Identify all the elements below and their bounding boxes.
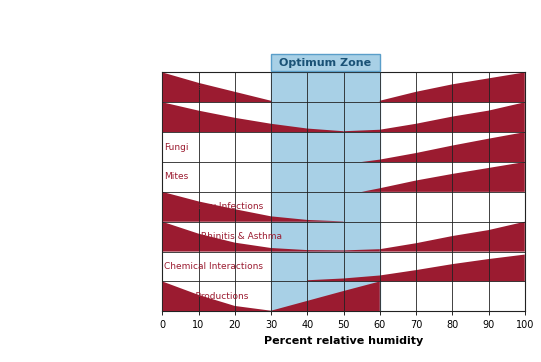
Polygon shape	[162, 102, 344, 132]
Polygon shape	[162, 192, 344, 222]
Polygon shape	[162, 282, 271, 311]
Text: Viruses: Viruses	[164, 113, 197, 122]
Text: Respiratory Infections: Respiratory Infections	[164, 202, 263, 211]
Polygon shape	[344, 102, 525, 132]
Text: Chemical Interactions: Chemical Interactions	[164, 262, 263, 271]
Text: Fungi: Fungi	[164, 143, 189, 152]
Text: Optimum Zone: Optimum Zone	[279, 58, 372, 68]
Polygon shape	[380, 222, 525, 252]
Polygon shape	[361, 132, 525, 162]
Polygon shape	[271, 282, 380, 311]
Polygon shape	[380, 72, 525, 102]
Text: Allergic Rhinitis & Asthma: Allergic Rhinitis & Asthma	[164, 232, 282, 241]
X-axis label: Percent relative humidity: Percent relative humidity	[264, 336, 423, 346]
Text: Bacteria: Bacteria	[164, 83, 202, 92]
Polygon shape	[162, 222, 380, 252]
Text: Ozone Productions: Ozone Productions	[164, 292, 248, 301]
Bar	[271, 72, 380, 311]
Polygon shape	[307, 254, 525, 282]
Polygon shape	[162, 72, 271, 102]
FancyBboxPatch shape	[271, 54, 380, 71]
Text: Mites: Mites	[164, 172, 188, 181]
Polygon shape	[361, 162, 525, 192]
